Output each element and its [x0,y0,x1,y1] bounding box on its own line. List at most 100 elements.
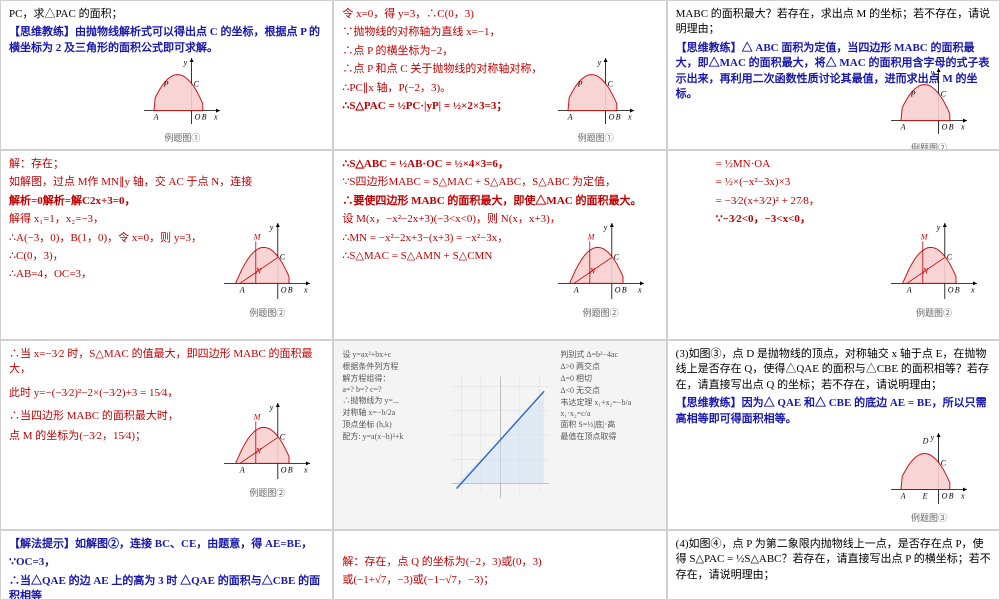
formula-line: 最值在顶点取得 [560,431,657,442]
graph-parabola-4: OxyABCMN 例题图② [222,221,312,319]
svg-text:O: O [942,492,948,501]
svg-text:O: O [614,285,620,294]
svg-text:M: M [920,232,929,241]
cell-r1c3: MABC 的面积最大？若存在，求出点 M 的坐标；若不存在，请说明理由； 【思维… [667,0,1000,150]
svg-text:y: y [930,433,935,442]
parabola-mn-svg: OxyABCMN [556,221,646,301]
svg-text:D: D [922,437,929,446]
line-graph-svg [442,347,559,523]
cell-r2c1: 解：存在； 如解图，过点 M作 MN∥y 轴，交 AC 于点 N，连接 解析=0… [0,150,333,340]
svg-text:y: y [930,68,935,77]
formula-line: 对称轴 x=−b/2a [342,407,439,418]
parabola-de-svg: OxyABCDE [889,431,969,506]
cell-r2c3: = ½MN·OA = ½×(−x²−3x)×3 = −3⁄2(x+3⁄2)² +… [667,150,1000,340]
svg-text:C: C [280,252,286,261]
formula-line: 判别式 Δ=b²−4ac [560,349,657,360]
graph-caption: 例题图② [889,306,979,319]
svg-text:P: P [910,90,916,99]
svg-text:A: A [239,285,245,294]
svg-text:P: P [163,80,169,89]
formula-line: 设 y=ax²+bx+c [342,349,439,360]
text: ∵OC=3， [9,555,324,570]
svg-text:B: B [949,123,954,132]
svg-text:C: C [941,90,947,99]
graph-caption: 例题图② [222,486,312,499]
text: = −3⁄2(x+3⁄2)² + 27⁄8， [716,194,991,209]
formula-line: Δ<0 无交点 [560,385,657,396]
svg-text:C: C [613,252,619,261]
svg-text:C: C [941,459,947,468]
svg-text:O: O [281,285,287,294]
text: PC，求△PAC 的面积； [9,7,324,22]
formula-line: Δ=0 相切 [560,373,657,384]
svg-text:y: y [269,223,274,232]
svg-text:B: B [615,113,620,122]
text: = ½MN·OA [716,157,991,172]
svg-text:C: C [607,80,613,89]
svg-text:x: x [637,285,642,294]
formula-right-col: 判别式 Δ=b²−4acΔ>0 两交点Δ=0 相切Δ<0 无交点韦达定理 x₁+… [558,347,659,523]
formula-line: x₁·x₂=c/a [560,409,657,418]
parabola-svg: OxyABCP [556,56,636,126]
parabola-mn-svg: OxyABCMN [222,401,312,481]
cell-r3c1: ∴当 x=−3⁄2 时，S△MAC 的值最大，即四边形 MABC 的面积最大， … [0,340,333,530]
text: ∵抛物线的对称轴为直线 x=−1， [342,25,657,40]
svg-text:A: A [153,113,159,122]
svg-text:A: A [572,285,578,294]
graph-caption: 例题图② [556,306,646,319]
svg-text:A: A [906,285,912,294]
text: ∴要使四边形 MABC 的面积最大，即使△MAC 的面积最大。 [342,194,657,209]
svg-text:y: y [602,223,607,232]
graph-caption: 例题图① [556,131,636,144]
text: (3)如图③，点 D 是抛物线的顶点，对称轴交 x 轴于点 E，在抛物线上是否存… [676,347,991,393]
formula-line: ∴抛物线为 y=... [342,395,439,406]
text: 令 x=0，得 y=3，∴C(0，3) [342,7,657,22]
text: ∴当△QAE 的边 AE 上的高为 3 时 △QAE 的面积与△CBE 的面积相… [9,574,324,600]
svg-text:x: x [970,285,975,294]
svg-text:y: y [269,403,274,412]
svg-text:E: E [922,492,928,501]
graph-parabola-2: OxyABCP 例题图① [556,56,636,144]
graph-caption: 例题图② [222,306,312,319]
svg-text:O: O [608,113,614,122]
svg-text:x: x [303,465,308,474]
graph-parabola-8: OxyABCDE 例题图③ [889,431,969,524]
svg-text:y: y [183,58,188,67]
parabola-svg: OxyABCP [889,66,969,136]
svg-text:B: B [955,285,960,294]
hint-text: 【思维教练】由抛物线解析式可以得出点 C 的坐标，根据点 P 的横坐标为 2 及… [9,25,324,56]
svg-text:B: B [949,492,954,501]
formula-panel: 设 y=ax²+bx+c根据条件列方程解方程组得：a=? b=? c=?∴抛物线… [334,341,665,529]
formula-graph [442,347,559,523]
svg-text:y: y [936,223,941,232]
cell-r3c3: (3)如图③，点 D 是抛物线的顶点，对称轴交 x 轴于点 E，在抛物线上是否存… [667,340,1000,530]
svg-text:C: C [194,80,200,89]
graph-caption: 例题图③ [889,511,969,524]
text: 或(−1+√7，−3)或(−1−√7，−3)； [342,573,657,588]
formula-line: 解方程组得： [342,373,439,384]
svg-text:A: A [566,113,572,122]
cell-r1c1: PC，求△PAC 的面积； 【思维教练】由抛物线解析式可以得出点 C 的坐标，根… [0,0,333,150]
svg-text:O: O [942,123,948,132]
text: 解：存在，点 Q 的坐标为(−2，3)或(0，3) [342,555,657,570]
page-grid: PC，求△PAC 的面积； 【思维教练】由抛物线解析式可以得出点 C 的坐标，根… [0,0,1000,600]
svg-text:B: B [288,285,293,294]
svg-text:x: x [213,113,218,122]
cell-r3c2: 设 y=ax²+bx+c根据条件列方程解方程组得：a=? b=? c=?∴抛物线… [333,340,666,530]
cell-r2c2: ∴S△ABC = ½AB·OC = ½×4×3=6， ∵S四边形MABC = S… [333,150,666,340]
cell-r4c3: (4)如图④，点 P 为第二象限内抛物线上一点，是否存在点 P，使得 S△PAC… [667,530,1000,600]
svg-text:B: B [288,465,293,474]
formula-line: 配方: y=a(x−h)²+k [342,431,439,442]
parabola-mn-svg: OxyABCMN [222,221,312,301]
formula-line: a=? b=? c=? [342,385,439,394]
svg-text:A: A [900,492,906,501]
text: ∴当 x=−3⁄2 时，S△MAC 的值最大，即四边形 MABC 的面积最大， [9,347,324,378]
text: 解析=0解析=解C2x+3=0， [9,194,324,209]
text: ∴S△ABC = ½AB·OC = ½×4×3=6， [342,157,657,172]
cell-r4c1: 【解法提示】如解图②，连接 BC、CE，由题意，得 AE=BE， ∵OC=3， … [0,530,333,600]
graph-parabola-1: OxyABCP 例题图① [142,56,222,144]
text: 【解法提示】如解图②，连接 BC、CE，由题意，得 AE=BE， [9,537,324,552]
formula-line: Δ>0 两交点 [560,361,657,372]
cell-r1c2: 令 x=0，得 y=3，∴C(0，3) ∵抛物线的对称轴为直线 x=−1， ∴点… [333,0,666,150]
svg-text:x: x [627,113,632,122]
